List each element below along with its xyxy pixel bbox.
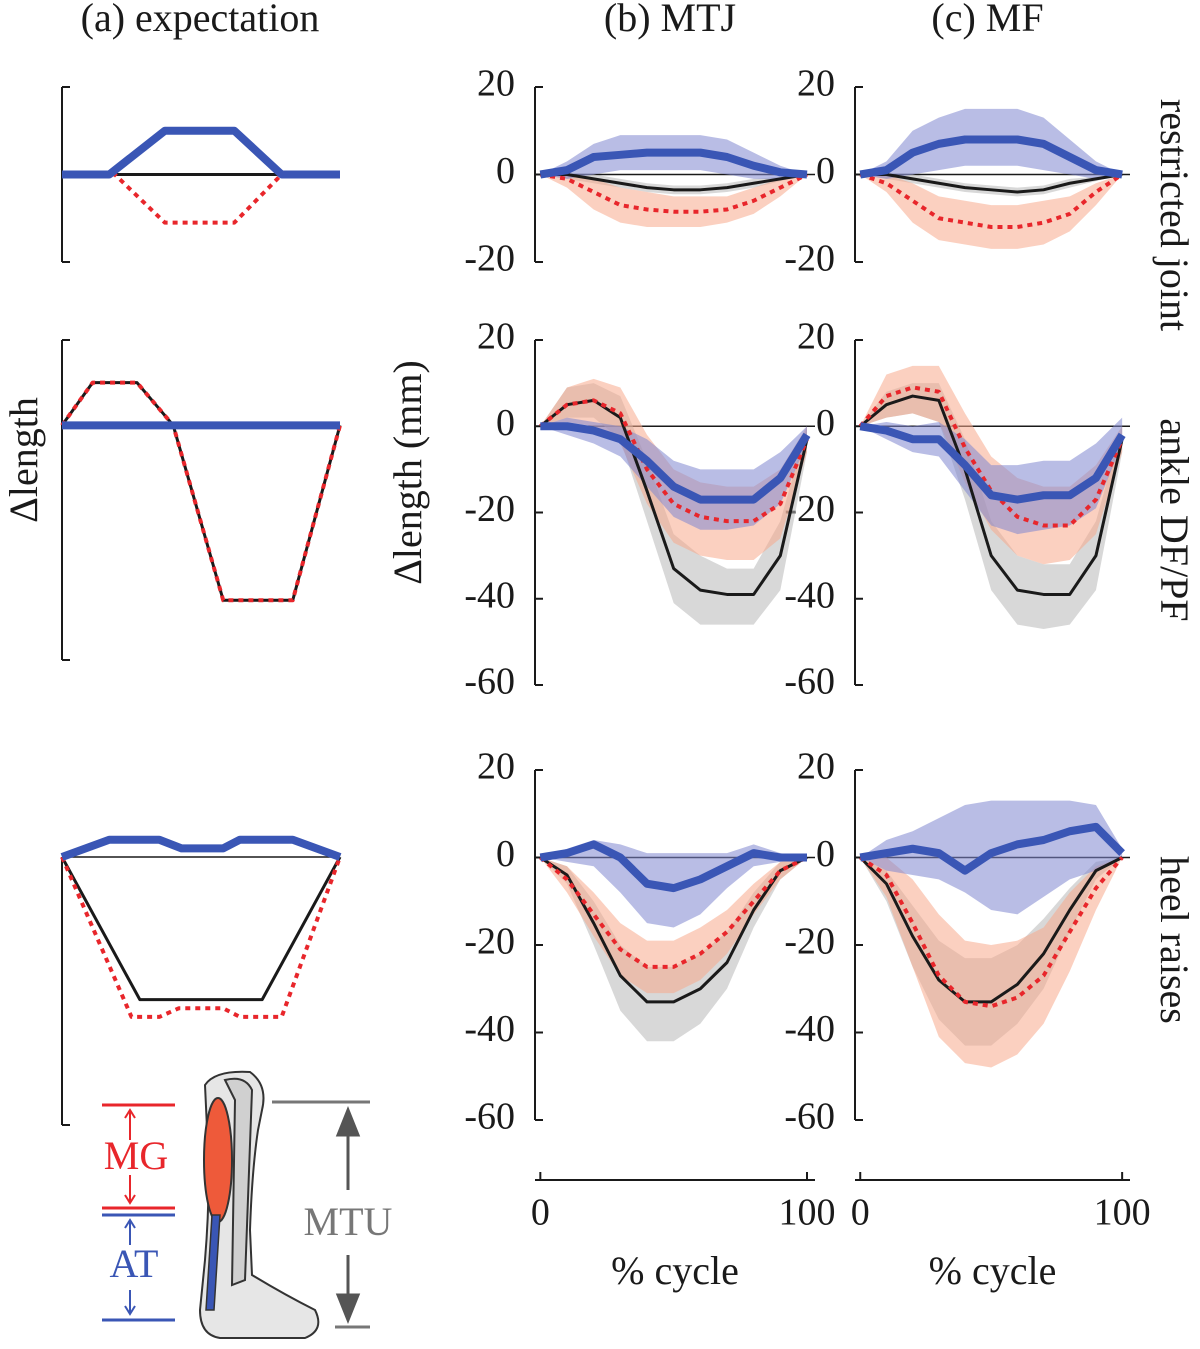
y-tick-label: -60 xyxy=(464,661,515,703)
y-tick-label: 20 xyxy=(477,63,515,105)
y-tick-label: -40 xyxy=(784,574,835,616)
line xyxy=(859,856,1123,1004)
leg-diagram: MG AT MTU xyxy=(102,1070,404,1339)
y-tick-label: -60 xyxy=(784,661,835,703)
mtu-arrow xyxy=(335,1105,361,1325)
band xyxy=(540,417,807,530)
line xyxy=(60,856,342,1002)
line xyxy=(60,380,342,603)
line xyxy=(539,856,808,1004)
band xyxy=(540,174,807,195)
line xyxy=(859,135,1123,179)
y-tick-label: 20 xyxy=(797,316,835,358)
line xyxy=(60,381,342,602)
y-tick-label: 20 xyxy=(797,63,835,105)
band xyxy=(860,174,1123,249)
row-label: restricted joint xyxy=(1152,99,1197,331)
band xyxy=(860,108,1123,179)
line xyxy=(859,394,1124,596)
y-tick-label: -60 xyxy=(784,1096,835,1138)
panel: (a) expectation xyxy=(61,0,340,263)
y-tick-label: -40 xyxy=(464,1008,515,1050)
mg-arrow xyxy=(124,1108,136,1205)
at-label: AT xyxy=(110,1241,159,1286)
line xyxy=(859,822,1125,875)
row-label: heel raises xyxy=(1152,856,1197,1024)
y-tick-label: 0 xyxy=(816,833,835,875)
panel: 20 0 -20 (c) MF restricted joint xyxy=(784,0,1196,331)
line xyxy=(540,172,808,214)
panel: 20 0 -20 -40 -60 0 100 % cycle xyxy=(464,746,835,1293)
y-tick-label: 0 xyxy=(496,150,515,192)
panel: 20 0 -20 -40 -60 Δlength (mm) xyxy=(385,316,815,703)
band xyxy=(540,135,807,179)
mtu-label: MTU xyxy=(304,1199,393,1244)
bone xyxy=(223,1077,254,1287)
y-tick-label: -40 xyxy=(464,574,515,616)
line xyxy=(859,172,1124,229)
at-arrow xyxy=(124,1218,136,1316)
column-title: (a) expectation xyxy=(81,0,320,40)
y-tick-label: 0 xyxy=(496,402,515,444)
y-tick-label: 20 xyxy=(477,746,515,788)
y-tick-label: 0 xyxy=(496,833,515,875)
y-axis-label: Δlength xyxy=(1,397,46,523)
y-tick-label: -20 xyxy=(464,238,515,280)
line xyxy=(60,856,342,1019)
band xyxy=(860,383,1123,629)
band xyxy=(860,857,1123,1046)
mg-label: MG xyxy=(104,1133,168,1178)
line xyxy=(539,398,809,524)
y-tick-label: -20 xyxy=(784,921,835,963)
panel: 20 0 -20 (b) MTJ xyxy=(464,0,815,280)
line xyxy=(62,126,340,179)
band xyxy=(860,857,1123,1068)
line xyxy=(60,835,342,861)
y-tick-label: -20 xyxy=(464,488,515,530)
panel xyxy=(60,835,342,1126)
column-title: (b) MTJ xyxy=(604,0,736,40)
y-tick-label: -20 xyxy=(464,921,515,963)
y-tick-label: -40 xyxy=(784,1008,835,1050)
x-tick-label: 100 xyxy=(1094,1192,1151,1234)
y-tick-label: 0 xyxy=(816,402,835,444)
row-label: ankle DF/PF xyxy=(1152,418,1197,621)
line xyxy=(540,422,811,504)
line xyxy=(540,173,808,192)
y-axis-label: Δlength (mm) xyxy=(385,360,430,585)
x-axis-label: % cycle xyxy=(929,1248,1057,1293)
x-tick-label: 0 xyxy=(851,1192,870,1234)
mtu-label-bg xyxy=(292,1200,404,1248)
panel: 20 0 -20 -40 -60 0 100 % cycle heel raises xyxy=(784,746,1196,1293)
line xyxy=(62,172,340,225)
muscle xyxy=(203,1097,233,1223)
y-tick-label: -20 xyxy=(784,238,835,280)
panel: Δlength xyxy=(1,339,342,661)
band xyxy=(540,174,807,227)
line xyxy=(539,855,808,969)
line xyxy=(539,840,807,893)
y-tick-label: 0 xyxy=(816,150,835,192)
band xyxy=(860,417,1123,535)
y-tick-label: -60 xyxy=(464,1096,515,1138)
x-tick-label: 0 xyxy=(531,1192,550,1234)
column-title: (c) MF xyxy=(931,0,1043,40)
line xyxy=(859,422,1126,504)
y-tick-label: 20 xyxy=(477,316,515,358)
x-axis-label: % cycle xyxy=(611,1248,739,1293)
y-tick-label: 20 xyxy=(797,746,835,788)
x-tick-label: 100 xyxy=(779,1192,836,1234)
line xyxy=(860,173,1123,194)
line xyxy=(539,148,808,179)
tendon xyxy=(205,1214,221,1311)
